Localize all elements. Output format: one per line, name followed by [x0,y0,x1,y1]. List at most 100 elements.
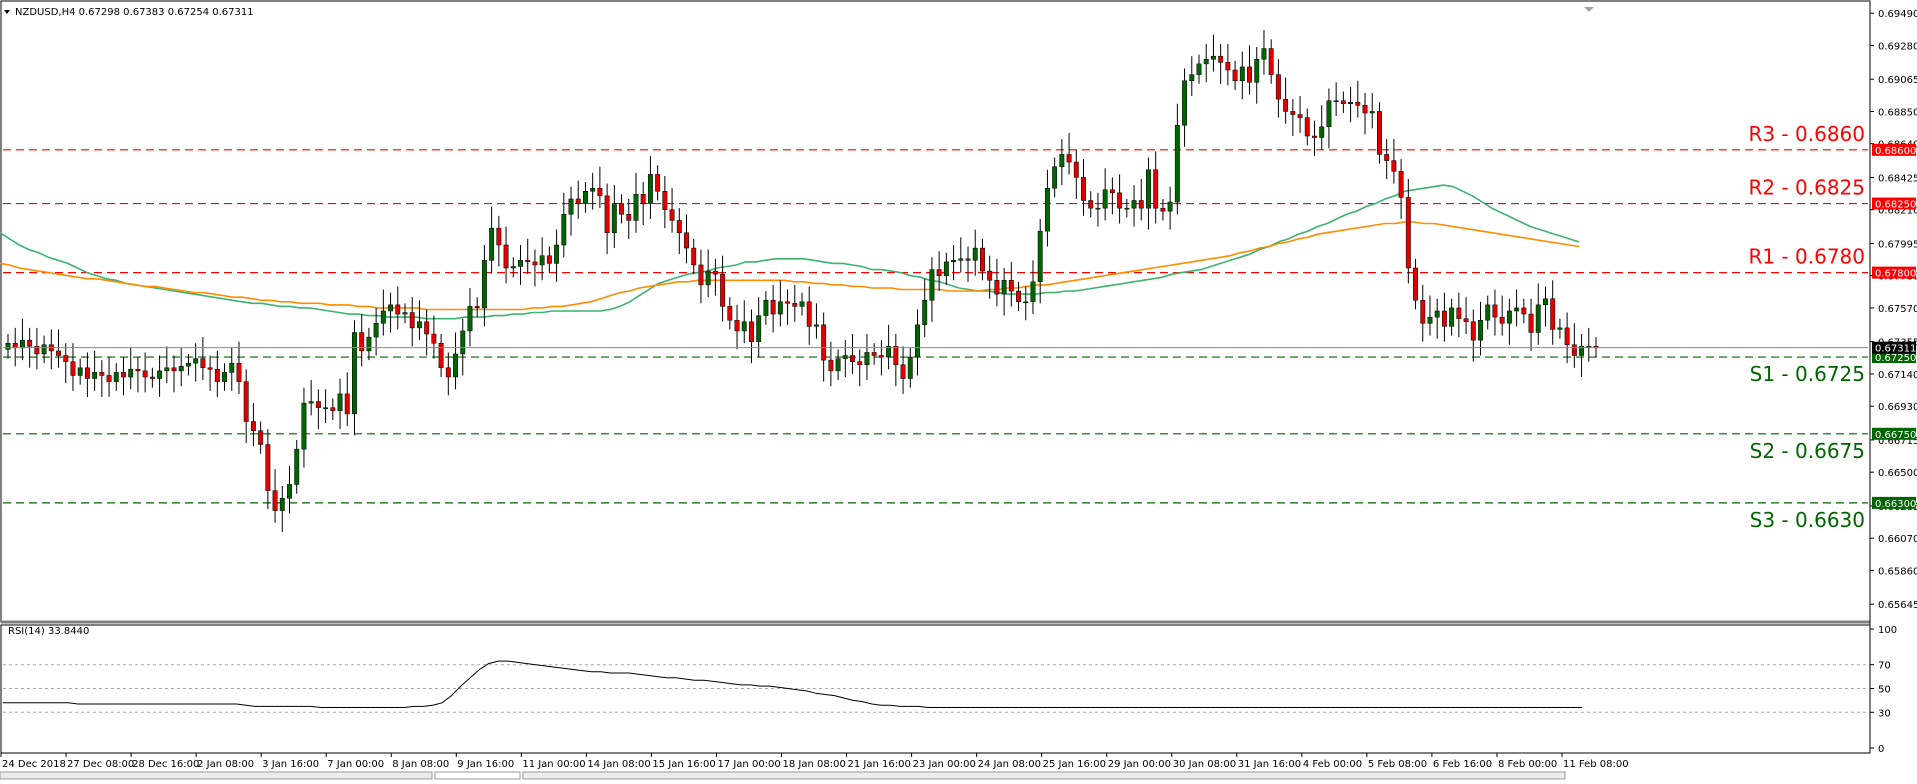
candle-body [1268,48,1274,75]
candle-body [34,346,40,355]
candle-body [236,362,242,382]
rsi-tick-label: 0 [1878,744,1884,755]
candle-body [727,306,733,321]
candle-body [821,324,827,361]
level-label-s3: S3 - 0.6630 [1750,508,1865,532]
candle-body [287,484,292,499]
price-tick-label: 0.66930 [1878,402,1917,413]
candle-body [1427,316,1433,324]
candle-body [1514,307,1520,312]
candle-body [525,260,531,263]
candle-body [1138,200,1144,209]
dropdown-arrow-icon[interactable] [4,10,10,14]
time-tick-label: 25 Jan 16:00 [1043,759,1106,770]
time-tick-label: 29 Jan 00:00 [1108,759,1171,770]
candle-body [1124,207,1130,210]
time-tick-label: 24 Dec 2018 [2,759,66,770]
candle-body [1189,74,1195,82]
candle-body [1016,290,1021,303]
candle-body [1146,169,1151,209]
candle-body [900,364,906,379]
candle-body [279,498,285,511]
price-tag [1872,197,1916,210]
candle-body [496,227,502,246]
candle-body [258,430,264,445]
price-tick-label: 0.69490 [1878,9,1917,20]
candle-body [1456,307,1462,319]
candle-body [1586,346,1592,348]
candle-body [250,421,256,431]
candle-body [12,342,18,349]
rsi-tick-label: 30 [1878,708,1891,719]
candle-body [1319,126,1325,138]
candle-body [200,358,206,369]
candle-body [662,191,668,210]
price-tick-label: 0.69065 [1878,75,1917,86]
candle-body [777,301,783,315]
candle-body [56,350,61,356]
candle-body [1550,298,1556,330]
candle-body [1030,281,1036,303]
candle-body [813,324,819,327]
candle-body [1535,304,1541,333]
candle-body [1434,310,1440,318]
candle-body [402,312,408,315]
level-label-r3: R3 - 0.6860 [1748,122,1865,146]
candle-body [84,367,90,379]
candle-body [864,352,870,365]
candle-body [164,367,170,372]
candle-body [121,372,126,378]
candle-body [142,370,148,378]
candle-body [705,270,711,286]
candle-body [1102,189,1108,209]
level-label-s1: S1 - 0.6725 [1750,362,1865,386]
candle-body [1528,313,1534,333]
time-tick-label: 4 Feb 00:00 [1303,759,1362,770]
candle-body [344,393,350,415]
candle-body [1109,189,1115,194]
price-tick-label: 0.66070 [1878,534,1917,545]
candle-body [157,370,163,379]
candle-body [445,367,451,378]
candle-body [1239,66,1245,81]
level-label-r2: R2 - 0.6825 [1748,176,1865,200]
time-tick-label: 18 Jan 08:00 [783,759,846,770]
chart-tab[interactable] [522,771,1566,780]
candle-body [1081,177,1086,201]
candle-body [1543,298,1548,306]
chart-tab[interactable] [0,771,433,780]
candle-body [481,260,487,309]
candle-body [835,358,841,372]
candle-body [886,346,892,358]
price-tag-label: 0.66750 [1875,430,1916,441]
price-tag [1872,351,1916,364]
time-tick-label: 27 Dec 08:00 [67,759,134,770]
chart-tab[interactable] [434,771,521,780]
candle-body [1290,111,1296,115]
candle-body [489,227,495,261]
candle-body [1232,69,1238,81]
time-tick-label: 30 Jan 08:00 [1173,759,1236,770]
candle-body [1579,346,1585,356]
candle-body [669,209,675,221]
candle-body [135,369,141,372]
candle-body [943,261,949,276]
price-tick-label: 0.67140 [1878,370,1917,381]
candle-body [994,280,1000,295]
time-tick-label: 31 Jan 16:00 [1238,759,1301,770]
candle-body [395,304,401,315]
candle-body [676,220,682,233]
candle-body [619,203,624,215]
candle-body [951,260,957,263]
candle-body [467,306,473,332]
candle-body [850,355,855,362]
candle-body [301,402,307,450]
candle-body [1095,207,1101,210]
candle-body [1261,48,1267,60]
level-label-r1: R1 - 0.6780 [1748,245,1865,269]
candle-body [640,194,646,204]
moving-average-2 [0,221,1580,311]
scroll-marker-icon[interactable] [1584,7,1594,12]
